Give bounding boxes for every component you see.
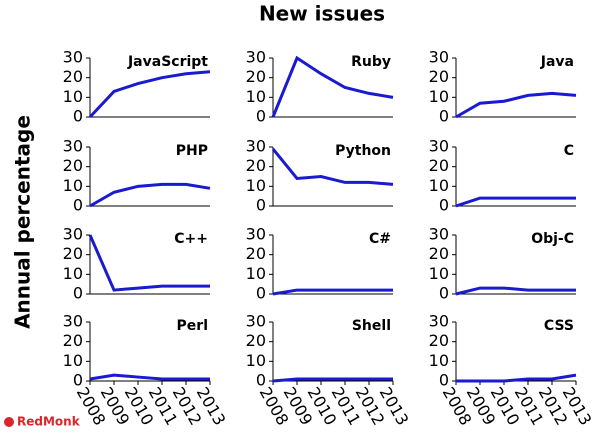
y-tick-label: 30 (429, 137, 449, 156)
y-tick-label: 30 (246, 137, 266, 156)
line-series (271, 55, 394, 118)
panel-title: PHP (176, 143, 208, 159)
y-tick-label: 10 (429, 351, 449, 370)
y-tick-label: 0 (256, 371, 266, 390)
y-tick-label: 20 (246, 244, 266, 263)
y-tick-label: 0 (73, 107, 83, 126)
y-tick-label: 30 (246, 312, 266, 331)
panel-title: C++ (174, 231, 208, 247)
panel-title: C# (369, 231, 391, 247)
credit-logo (4, 417, 14, 427)
y-tick-label: 20 (63, 67, 83, 86)
y-tick-label: 20 (429, 156, 449, 175)
y-tick-label: 20 (429, 67, 449, 86)
chart-title: New issues (259, 2, 385, 26)
line-series (88, 70, 211, 119)
line-series (455, 91, 577, 119)
y-tick-label: 0 (256, 284, 266, 303)
y-tick-label: 10 (429, 264, 449, 283)
y-tick-label: 30 (63, 225, 83, 244)
panel-title: Ruby (351, 54, 391, 70)
y-tick-label: 0 (73, 284, 83, 303)
panel-title: Perl (177, 318, 208, 334)
y-tick-label: 30 (246, 48, 266, 67)
y-tick-label: 0 (256, 107, 266, 126)
y-tick-label: 10 (63, 351, 83, 370)
y-tick-label: 20 (246, 156, 266, 175)
panel-title: Java (540, 54, 574, 70)
y-tick-label: 10 (63, 87, 83, 106)
y-tick-label: 20 (246, 331, 266, 350)
y-tick-label: 10 (246, 176, 266, 195)
y-tick-label: 10 (63, 264, 83, 283)
panel-title: Python (335, 143, 391, 159)
y-tick-label: 20 (429, 244, 449, 263)
y-axis-label: Annual percentage (11, 115, 35, 329)
y-tick-label: 20 (63, 244, 83, 263)
line-series (89, 182, 211, 208)
y-tick-label: 30 (63, 137, 83, 156)
y-tick-label: 30 (246, 225, 266, 244)
y-tick-label: 0 (439, 284, 449, 303)
line-series (455, 286, 576, 296)
y-tick-label: 0 (439, 107, 449, 126)
line-series (456, 373, 577, 383)
y-tick-label: 10 (429, 176, 449, 195)
credit: RedMonk (17, 415, 81, 429)
y-tick-label: 30 (429, 48, 449, 67)
panel-title: CSS (544, 318, 574, 334)
line-series (272, 288, 393, 296)
panel-title: Shell (352, 318, 391, 334)
line-series (271, 148, 394, 186)
y-tick-label: 30 (429, 312, 449, 331)
y-tick-label: 10 (63, 176, 83, 195)
line-series (455, 196, 576, 208)
y-tick-label: 0 (73, 196, 83, 215)
y-tick-label: 0 (439, 371, 449, 390)
y-tick-label: 20 (63, 156, 83, 175)
line-series (89, 373, 210, 381)
panel-title: C (564, 143, 574, 159)
y-tick-label: 0 (256, 196, 266, 215)
y-tick-label: 20 (429, 331, 449, 350)
y-tick-label: 30 (63, 312, 83, 331)
panel-title: Obj-C (531, 231, 574, 247)
y-tick-label: 20 (246, 67, 266, 86)
panel-title: JavaScript (127, 54, 208, 70)
y-tick-label: 30 (429, 225, 449, 244)
y-tick-label: 10 (429, 87, 449, 106)
y-tick-label: 30 (63, 48, 83, 67)
line-series (272, 377, 393, 383)
y-tick-label: 20 (63, 331, 83, 350)
y-tick-label: 10 (246, 351, 266, 370)
line-series (88, 234, 210, 292)
y-tick-label: 0 (73, 371, 83, 390)
y-tick-label: 10 (246, 264, 266, 283)
y-tick-label: 10 (246, 87, 266, 106)
y-tick-label: 0 (439, 196, 449, 215)
